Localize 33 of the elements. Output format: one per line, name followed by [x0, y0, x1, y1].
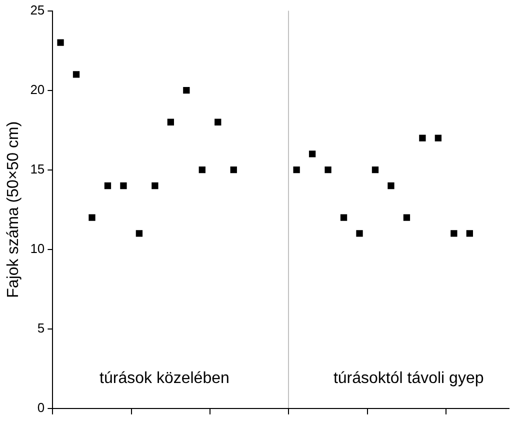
y-axis-title: Fajok száma (50×50 cm) — [5, 121, 22, 298]
point — [230, 166, 237, 174]
point — [340, 214, 348, 221]
point — [104, 182, 112, 190]
point — [403, 214, 410, 221]
point — [167, 118, 174, 126]
point — [466, 230, 473, 237]
point — [72, 71, 80, 78]
point — [324, 166, 332, 174]
y-tick-label: 10 — [30, 240, 45, 256]
y-tick-label: 0 — [37, 400, 45, 415]
y-tick-label: 15 — [30, 161, 45, 176]
point — [308, 150, 316, 158]
point — [293, 166, 300, 174]
annotation: túrásoktól távoli gyep — [333, 370, 484, 387]
point — [388, 182, 394, 190]
point — [198, 166, 206, 174]
point — [136, 230, 143, 237]
point — [57, 39, 64, 46]
point — [120, 182, 127, 190]
point — [372, 166, 379, 174]
point — [450, 230, 458, 237]
point — [419, 134, 426, 142]
annotation: túrások közelében — [100, 370, 230, 387]
point — [183, 86, 190, 94]
point — [88, 214, 96, 221]
y-tick-label: 20 — [30, 82, 45, 97]
point — [214, 118, 222, 126]
y-tick-label: 25 — [30, 2, 45, 18]
point — [356, 230, 363, 237]
point — [152, 182, 158, 190]
point — [434, 134, 442, 142]
y-tick-label: 5 — [37, 320, 45, 336]
